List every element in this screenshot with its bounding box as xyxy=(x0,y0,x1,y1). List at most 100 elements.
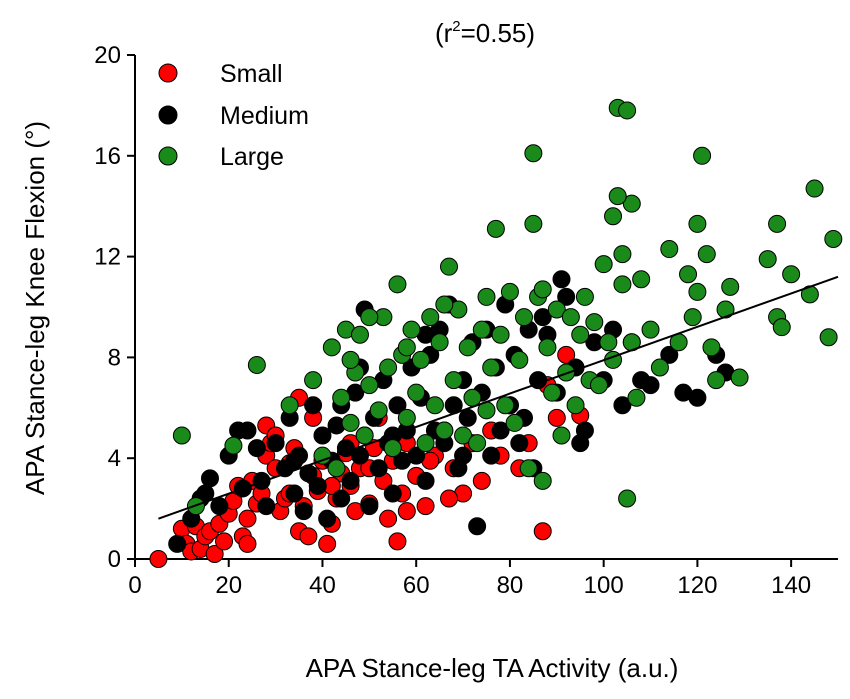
data-point-large xyxy=(369,401,388,420)
data-point-large xyxy=(355,426,374,445)
data-point-large xyxy=(379,358,398,377)
data-point-small xyxy=(388,532,407,551)
data-point-large xyxy=(679,265,698,284)
data-point-large xyxy=(585,313,604,332)
y-tick-label: 20 xyxy=(94,42,121,69)
data-point-medium xyxy=(247,439,266,458)
data-point-large xyxy=(486,219,505,238)
data-point-large xyxy=(491,325,510,344)
data-point-large xyxy=(758,250,777,269)
data-point-medium xyxy=(200,469,219,488)
data-point-large xyxy=(613,245,632,264)
data-point-large xyxy=(650,358,669,377)
data-point-large xyxy=(411,350,430,369)
data-point-large xyxy=(543,383,562,402)
data-point-small xyxy=(416,497,435,516)
data-point-medium xyxy=(454,446,473,465)
data-point-large xyxy=(341,413,360,432)
data-point-large xyxy=(721,277,740,296)
data-point-medium xyxy=(613,396,632,415)
data-point-large xyxy=(463,388,482,407)
data-point-medium xyxy=(407,446,426,465)
x-axis-title: APA Stance-leg TA Activity (a.u.) xyxy=(306,653,679,683)
data-point-large xyxy=(697,245,716,264)
data-point-small xyxy=(547,408,566,427)
data-point-medium xyxy=(341,471,360,490)
data-point-medium xyxy=(383,484,402,503)
legend-marker-large xyxy=(158,146,178,166)
data-point-medium xyxy=(285,451,304,470)
data-point-large xyxy=(425,396,444,415)
data-point-large xyxy=(500,282,519,301)
data-point-large xyxy=(533,471,552,490)
data-point-large xyxy=(224,436,243,455)
data-point-large xyxy=(172,426,191,445)
data-point-large xyxy=(421,308,440,327)
data-point-large xyxy=(641,320,660,339)
data-point-large xyxy=(819,328,838,347)
data-point-large xyxy=(458,338,477,357)
data-point-large xyxy=(575,287,594,306)
legend-marker-medium xyxy=(158,105,178,125)
data-point-large xyxy=(350,325,369,344)
data-point-medium xyxy=(168,534,187,553)
data-point-large xyxy=(416,434,435,453)
data-point-large xyxy=(618,101,637,120)
data-point-medium xyxy=(468,517,487,536)
data-point-small xyxy=(299,527,318,546)
data-point-medium xyxy=(571,434,590,453)
y-tick-label: 0 xyxy=(108,546,121,573)
data-point-medium xyxy=(688,388,707,407)
chart-title: (r2=0.55) xyxy=(435,18,535,48)
data-point-large xyxy=(383,439,402,458)
data-point-large xyxy=(805,179,824,198)
x-tick-label: 120 xyxy=(677,572,717,599)
data-point-medium xyxy=(332,489,351,508)
regression-line-group xyxy=(158,275,839,520)
data-point-large xyxy=(547,300,566,319)
data-point-medium xyxy=(304,396,323,415)
x-tick-label: 20 xyxy=(215,572,242,599)
data-point-large xyxy=(510,350,529,369)
data-point-large xyxy=(388,275,407,294)
data-point-large xyxy=(768,214,787,233)
data-point-large xyxy=(407,383,426,402)
data-point-large xyxy=(683,308,702,327)
data-point-large xyxy=(313,446,332,465)
data-point-large xyxy=(304,371,323,390)
data-point-large xyxy=(482,358,501,377)
data-point-small xyxy=(557,345,576,364)
data-point-large xyxy=(730,368,749,387)
data-point-medium xyxy=(252,471,271,490)
data-point-large xyxy=(693,146,712,165)
data-point-medium xyxy=(285,484,304,503)
data-point-small xyxy=(533,522,552,541)
data-point-large xyxy=(430,333,449,352)
data-point-small xyxy=(205,544,224,563)
data-point-large xyxy=(247,355,266,374)
svg-text:(r2=0.55): (r2=0.55) xyxy=(435,18,535,48)
data-point-large xyxy=(524,214,543,233)
title-open: (r xyxy=(435,18,453,48)
data-point-medium xyxy=(257,497,276,516)
data-point-large xyxy=(538,338,557,357)
data-point-large xyxy=(613,275,632,294)
data-point-large xyxy=(435,421,454,440)
data-point-large xyxy=(360,376,379,395)
data-point-large xyxy=(561,308,580,327)
data-point-large xyxy=(514,308,533,327)
data-point-large xyxy=(660,240,679,259)
y-axis-title: APA Stance-leg Knee Flexion (°) xyxy=(20,121,50,495)
data-point-large xyxy=(397,408,416,427)
x-tick-label: 40 xyxy=(309,572,336,599)
x-tick-label: 0 xyxy=(128,572,141,599)
data-point-small xyxy=(149,550,168,568)
data-point-medium xyxy=(238,421,257,440)
data-point-large xyxy=(716,300,735,319)
data-point-medium xyxy=(482,446,501,465)
data-point-medium xyxy=(458,408,477,427)
data-point-large xyxy=(627,388,646,407)
data-point-medium xyxy=(510,434,529,453)
x-tick-label: 60 xyxy=(403,572,430,599)
data-point-large xyxy=(477,287,496,306)
